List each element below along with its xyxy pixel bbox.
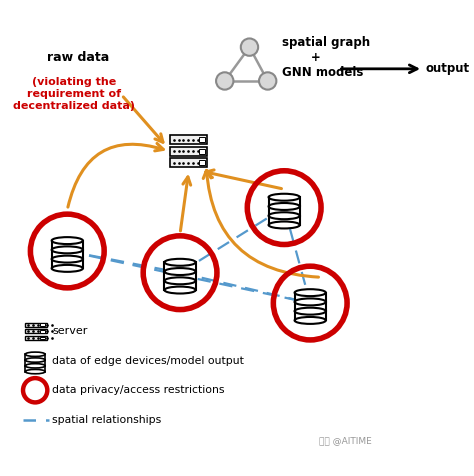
Bar: [269, 216, 300, 225]
Ellipse shape: [52, 247, 83, 253]
FancyBboxPatch shape: [170, 159, 207, 167]
Ellipse shape: [25, 358, 45, 362]
Bar: [164, 271, 196, 281]
FancyBboxPatch shape: [25, 336, 47, 340]
Text: data privacy/access restrictions: data privacy/access restrictions: [52, 385, 225, 395]
Text: 头条 @AITIME: 头条 @AITIME: [319, 436, 372, 446]
Text: raw data: raw data: [47, 51, 109, 64]
Ellipse shape: [269, 221, 300, 228]
Bar: [200, 138, 205, 142]
Bar: [294, 293, 326, 302]
Text: (violating the
requirement of
decentralized data): (violating the requirement of decentrali…: [13, 78, 135, 111]
Circle shape: [241, 39, 258, 56]
Ellipse shape: [52, 256, 83, 263]
FancyArrowPatch shape: [203, 170, 319, 277]
FancyBboxPatch shape: [25, 329, 47, 333]
Bar: [52, 250, 83, 259]
Circle shape: [259, 72, 276, 89]
Bar: [25, 360, 45, 366]
Bar: [200, 160, 205, 165]
Ellipse shape: [294, 317, 326, 324]
Ellipse shape: [25, 369, 45, 374]
Bar: [25, 366, 45, 372]
Bar: [294, 311, 326, 320]
Bar: [39, 323, 45, 326]
Ellipse shape: [294, 289, 326, 296]
Ellipse shape: [164, 278, 196, 284]
Ellipse shape: [294, 298, 326, 306]
Bar: [200, 149, 205, 154]
Bar: [39, 330, 45, 333]
Ellipse shape: [52, 265, 83, 272]
Ellipse shape: [269, 194, 300, 201]
Ellipse shape: [269, 203, 300, 210]
Bar: [164, 281, 196, 290]
Ellipse shape: [52, 237, 83, 244]
Bar: [269, 207, 300, 216]
FancyArrowPatch shape: [68, 143, 164, 207]
Text: data of edge devices/model output: data of edge devices/model output: [52, 356, 244, 366]
Bar: [25, 354, 45, 360]
Bar: [294, 302, 326, 311]
Bar: [164, 262, 196, 271]
Ellipse shape: [25, 352, 45, 357]
Bar: [39, 337, 45, 339]
Ellipse shape: [164, 268, 196, 275]
Text: server: server: [52, 326, 88, 336]
FancyBboxPatch shape: [25, 323, 47, 327]
Ellipse shape: [25, 364, 45, 368]
Bar: [52, 240, 83, 250]
Text: spatial graph
       +
GNN models: spatial graph + GNN models: [282, 37, 370, 79]
Ellipse shape: [294, 307, 326, 315]
FancyBboxPatch shape: [170, 135, 207, 144]
Ellipse shape: [164, 287, 196, 294]
Ellipse shape: [269, 212, 300, 219]
Circle shape: [216, 72, 233, 89]
Text: spatial relationships: spatial relationships: [52, 415, 161, 425]
Bar: [269, 197, 300, 207]
Text: output: output: [425, 62, 469, 75]
Ellipse shape: [164, 259, 196, 266]
Bar: [52, 259, 83, 268]
FancyBboxPatch shape: [170, 147, 207, 156]
